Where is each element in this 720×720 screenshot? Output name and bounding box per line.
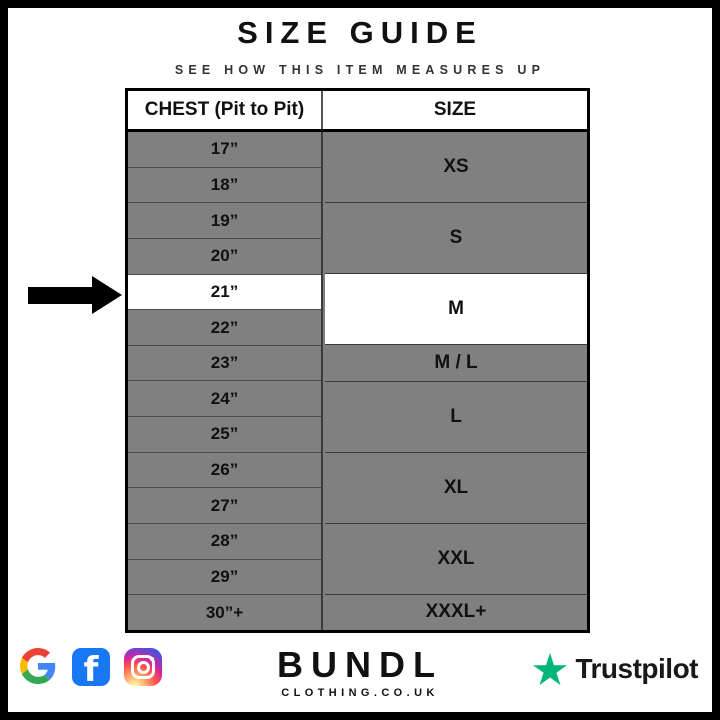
column-header-size: SIZE [323,91,587,129]
arrow-head [92,276,122,314]
size-cell: S [325,203,587,275]
header: SIZE GUIDE SEE HOW THIS ITEM MEASURES UP [8,16,712,78]
page-title: SIZE GUIDE [237,15,483,50]
brand-name: BUNDL [277,644,443,685]
chest-column: 17” 18” 19” 20” 21” 22” 23” 24” 25” 26” 27” 28” 29” 3… [128,132,323,630]
trustpilot-star-icon [533,652,568,686]
chest-cell: 23” [128,345,321,382]
brand-logo: BUNDL CLOTHING.CO.UK [277,646,443,700]
instagram-icon[interactable] [124,648,162,686]
chest-cell: 27” [128,488,321,525]
size-guide-canvas: SIZE GUIDE SEE HOW THIS ITEM MEASURES UP… [8,8,712,712]
chest-cell: 20” [128,238,321,275]
instagram-lens [136,660,150,674]
chest-cell: 29” [128,559,321,596]
chest-cell: 24” [128,381,321,418]
page-subtitle: SEE HOW THIS ITEM MEASURES UP [174,63,546,77]
brand-domain: CLOTHING.CO.UK [281,687,439,699]
chest-cell: 26” [128,452,321,489]
instagram-dot [150,656,154,661]
trustpilot-logo[interactable]: Trustpilot [533,652,698,686]
chest-cell: 22” [128,310,321,346]
footer: f BUNDL CLOTHING.CO.UK Trustpilot [8,626,712,712]
table-body: 17” 18” 19” 20” 21” 22” 23” 24” 25” 26” 27” 28” 29” 3… [128,132,587,630]
instagram-frame [131,655,155,679]
social-links: f [20,648,162,690]
chest-cell: 30”+ [128,595,321,630]
column-header-chest: CHEST (Pit to Pit) [128,91,323,129]
facebook-glyph: f [83,649,99,690]
size-cell: XS [325,132,587,204]
trustpilot-wordmark: Trustpilot [575,653,698,684]
chest-cell: 28” [128,524,321,560]
size-cell: XL [325,452,587,524]
chest-cell: 19” [128,203,321,239]
size-table: CHEST (Pit to Pit) SIZE 17” 18” 19” 20” 21” 2… [125,88,590,633]
google-icon[interactable] [20,648,58,686]
facebook-icon[interactable]: f [72,648,110,690]
chest-cell: 25” [128,417,321,453]
size-cell: XXL [325,523,587,595]
chest-cell: 17” [128,132,321,168]
size-cell: M [325,274,587,346]
size-cell: L [325,381,587,453]
table-header-row: CHEST (Pit to Pit) SIZE [128,91,587,132]
chest-cell: 18” [128,167,321,204]
arrow-shaft [28,287,96,304]
size-cell: XXXL+ [325,594,587,630]
size-cell: M / L [325,345,587,382]
row-indicator-arrow-icon [28,276,128,314]
chest-cell: 21” [128,274,321,311]
size-column: XS S M M / L L XL XXL XXXL+ [325,132,587,630]
